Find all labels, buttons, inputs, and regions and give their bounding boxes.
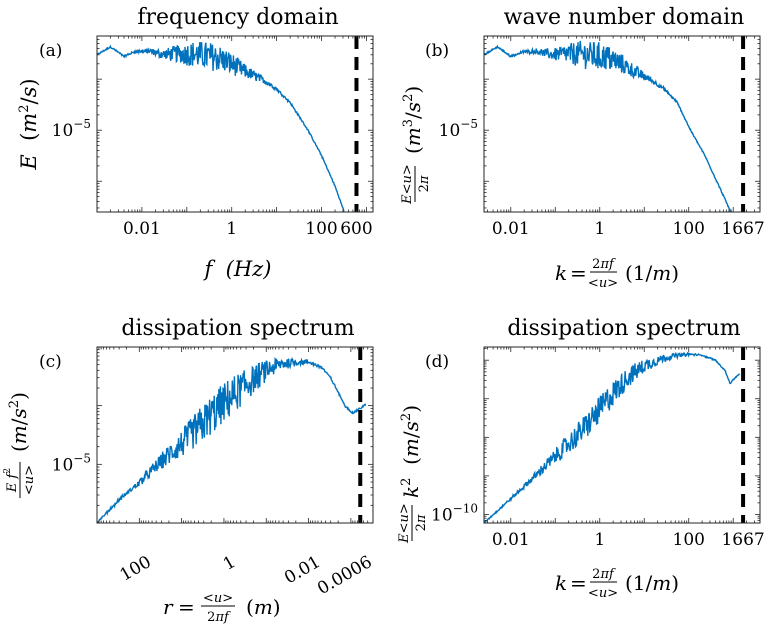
panel-a-xtick-label: 600 — [340, 219, 372, 239]
svg-text:<u>: <u> — [588, 276, 618, 291]
panel-c-xtick-label: 1 — [220, 552, 239, 575]
svg-text:E<u>: E<u> — [397, 503, 412, 544]
panel-a-title: frequency domain — [137, 5, 338, 30]
panel-b-ytick-label: 10−5 — [439, 117, 478, 141]
panel-b-xtick-label: 0.01 — [492, 219, 530, 239]
svg-text:k: k — [555, 261, 567, 285]
panel-d-xtick-label: 0.01 — [492, 530, 530, 550]
panel-d-tag: (d) — [425, 352, 449, 372]
panel-d-ylabel: E<u> 2π k2 (m/s2) — [397, 405, 429, 544]
panel-c-xtick-label: 100 — [117, 552, 155, 586]
svg-text:2πf: 2πf — [207, 610, 231, 625]
svg-text:=: = — [178, 595, 195, 619]
panel-c-title: dissipation spectrum — [121, 316, 354, 341]
panel-a: frequency domain 0.01 1 100 600 10−5 (a) f (… — [17, 5, 374, 281]
svg-text:(1/m): (1/m) — [625, 261, 679, 285]
panel-a-xtick-label: 100 — [305, 219, 337, 239]
panel-d: dissipation spectrum 0.01 1 100 1667 10−10 (… — [397, 316, 765, 601]
svg-text:=: = — [570, 571, 587, 595]
panel-d-xtick-label: 100 — [673, 530, 705, 550]
svg-text:(m/s2): (m/s2) — [7, 392, 31, 452]
panel-d-ytick-label: 10−10 — [431, 501, 478, 525]
svg-text:r: r — [163, 595, 174, 619]
panel-b-xtick-label: 1 — [594, 219, 605, 239]
panel-d-xtick-label: 1 — [594, 530, 605, 550]
panel-b-xlabel: k = 2πf <u> (1/m) — [555, 257, 679, 291]
svg-text:(1/m): (1/m) — [625, 571, 679, 595]
panel-a-series-line — [97, 42, 345, 212]
svg-text:<u>: <u> — [203, 591, 233, 606]
panel-c-tag: (c) — [39, 352, 62, 372]
panel-d-xtick-label: 1667 — [721, 530, 764, 550]
svg-text:(m3/s2): (m3/s2) — [401, 86, 425, 154]
svg-text:E f2: E f2 — [3, 468, 20, 493]
panel-b-title: wave number domain — [504, 5, 745, 30]
svg-text:2πf: 2πf — [592, 257, 616, 272]
panel-a-plot-area: 0.01 1 100 600 10−5 — [52, 35, 374, 239]
panel-d-title: dissipation spectrum — [507, 316, 740, 341]
svg-text:E<u>: E<u> — [400, 164, 415, 205]
panel-a-xtick-label: 0.01 — [123, 219, 161, 239]
svg-text:<u>: <u> — [588, 586, 618, 601]
panel-b-plot-area: 0.01 1 100 1667 10−5 — [439, 35, 765, 239]
panel-b-series-line — [484, 40, 732, 212]
panel-b-axes-box — [483, 35, 761, 213]
svg-text:2πf: 2πf — [592, 567, 616, 582]
panel-c-ytick-label: 10−5 — [52, 451, 91, 475]
svg-text:<u>: <u> — [22, 465, 37, 495]
panel-b-xtick-label: 100 — [673, 219, 705, 239]
panel-a-xtick-label: 1 — [226, 219, 237, 239]
panel-d-xlabel: k = 2πf <u> (1/m) — [555, 567, 679, 601]
panel-c-xtick-label: 0.0006 — [314, 552, 376, 599]
panel-b-xtick-label: 1667 — [721, 219, 764, 239]
panel-d-series-line — [484, 351, 740, 523]
svg-text:2π: 2π — [417, 175, 432, 192]
panel-c-ylabel: E f2 <u> (m/s2) — [3, 392, 37, 498]
panel-b-tag: (b) — [425, 41, 449, 61]
panel-c-series-line — [97, 356, 367, 523]
panel-b-ylabel: E<u> 2π (m3/s2) — [400, 86, 432, 205]
svg-text:2π: 2π — [414, 514, 429, 531]
panel-a-tag: (a) — [39, 41, 62, 61]
panel-d-plot-area: 0.01 1 100 1667 10−10 — [431, 346, 765, 550]
panel-c-axes-box — [96, 346, 374, 524]
panel-a-ylabel: E (m2/s) — [17, 78, 41, 170]
svg-text:k: k — [555, 571, 567, 595]
panel-a-ytick-label: 10−5 — [52, 117, 91, 141]
panel-c-xlabel: r = <u> 2πf (m) — [163, 591, 281, 625]
panel-c: dissipation spectrum 100 1 0.010.000610−5 … — [3, 316, 376, 625]
svg-text:=: = — [570, 261, 587, 285]
panel-a-axes-box — [96, 35, 374, 213]
svg-text:(m): (m) — [246, 595, 281, 619]
svg-text:k2 (m/s2): k2 (m/s2) — [399, 405, 423, 498]
panel-a-xlabel: f (Hz) — [203, 257, 272, 281]
panel-d-axes-box — [483, 346, 761, 524]
